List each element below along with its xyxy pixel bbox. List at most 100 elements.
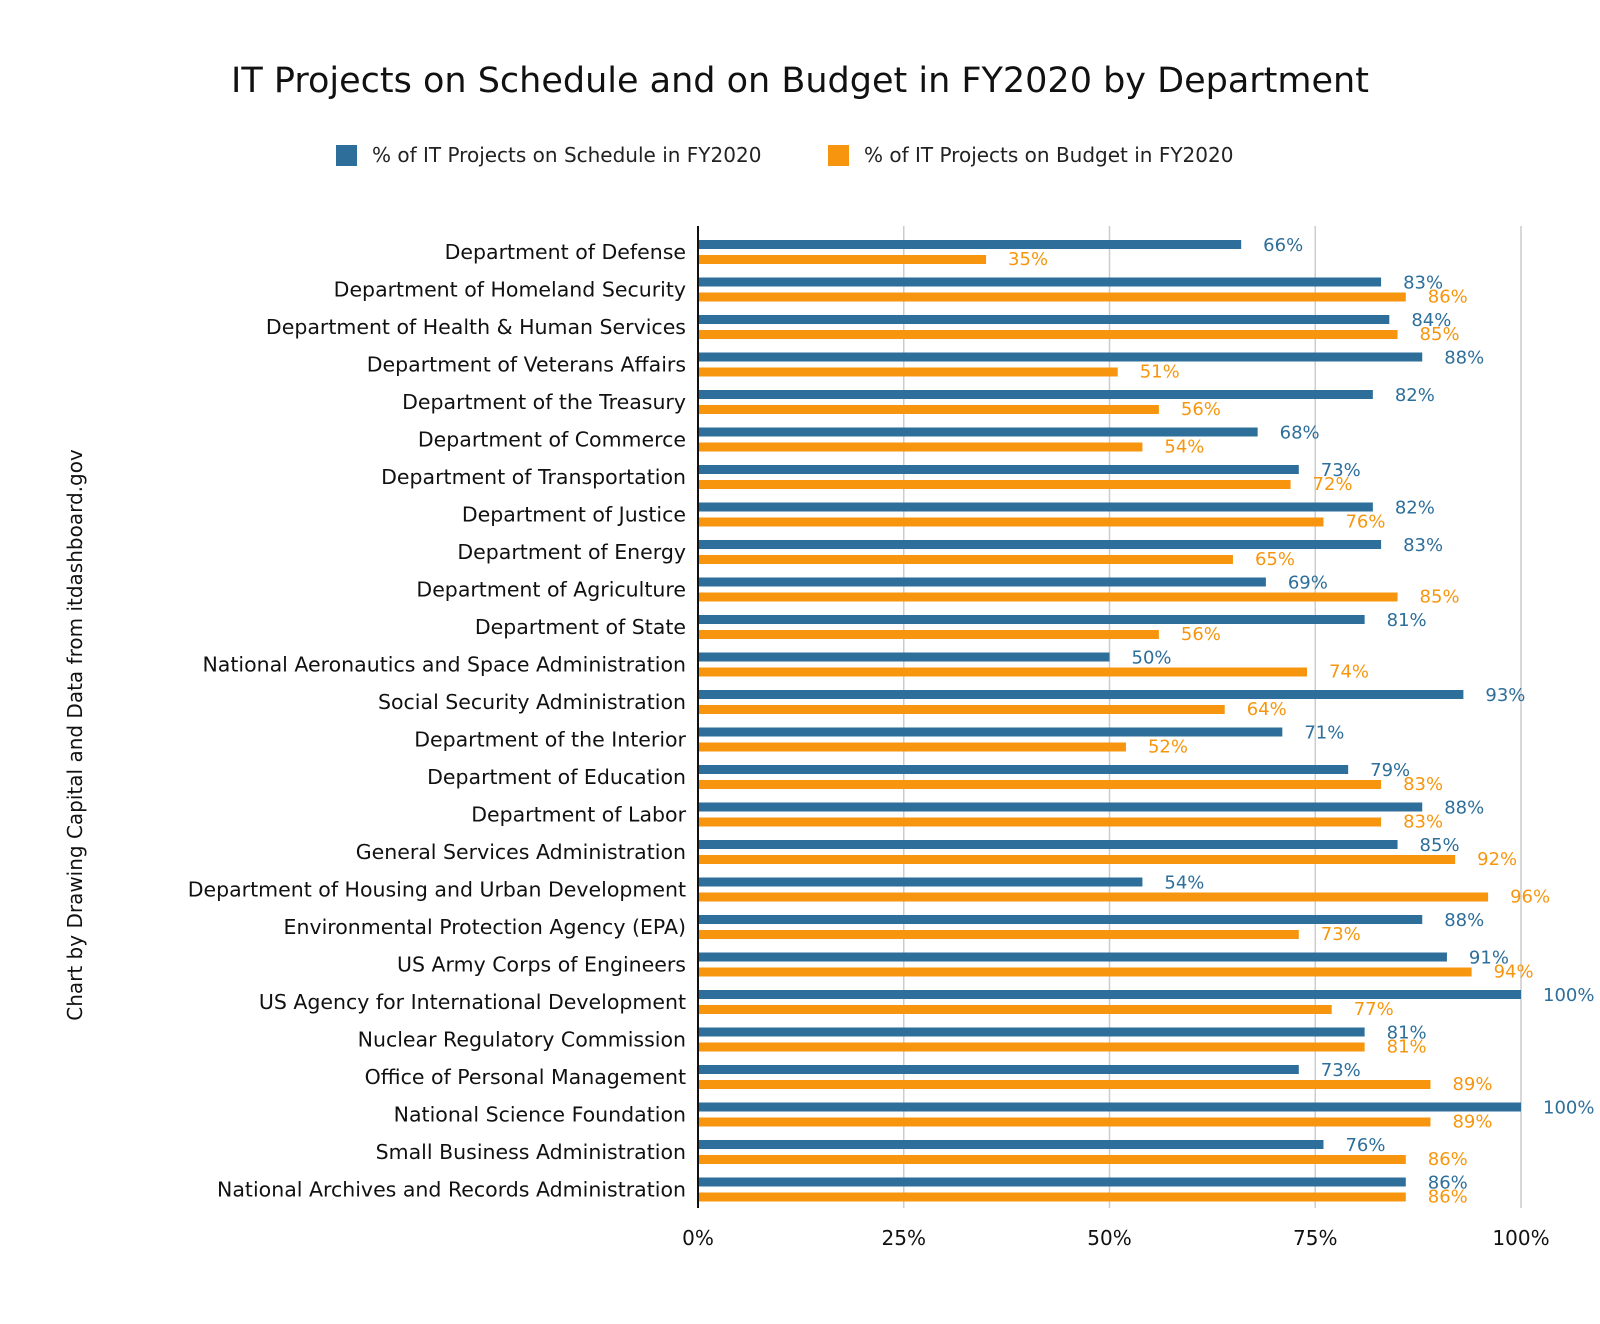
budget-bar — [698, 555, 1233, 564]
budget-bar — [698, 1117, 1431, 1127]
budget-value-label: 83% — [1403, 774, 1443, 795]
schedule-bar — [698, 465, 1299, 474]
category-label: Department of Veterans Affairs — [367, 353, 686, 377]
schedule-bar — [698, 652, 1110, 662]
budget-bar — [698, 517, 1324, 527]
schedule-value-label: 82% — [1395, 385, 1435, 406]
category-label: Department of Commerce — [418, 428, 686, 452]
schedule-bar — [698, 690, 1464, 699]
category-label: Department of Energy — [457, 540, 686, 564]
category-label: Social Security Administration — [378, 690, 686, 714]
schedule-value-label: 88% — [1444, 798, 1484, 819]
legend-swatch — [828, 145, 849, 166]
budget-value-label: 51% — [1140, 362, 1180, 383]
schedule-value-label: 82% — [1395, 498, 1435, 519]
budget-value-label: 86% — [1428, 287, 1468, 308]
schedule-bar — [698, 615, 1365, 624]
schedule-value-label: 100% — [1543, 1098, 1594, 1119]
schedule-value-label: 81% — [1387, 1023, 1427, 1044]
category-label: Environmental Protection Agency (EPA) — [284, 915, 686, 939]
schedule-bar — [698, 915, 1423, 924]
budget-value-label: 35% — [1008, 249, 1048, 270]
schedule-value-label: 100% — [1543, 985, 1594, 1006]
budget-bar — [698, 1192, 1406, 1202]
category-labels: Department of Defense Department of Homel… — [188, 240, 687, 1202]
category-label: Department of the Treasury — [402, 390, 686, 414]
budget-value-label: 85% — [1420, 324, 1460, 345]
budget-value-label: 85% — [1420, 587, 1460, 608]
budget-bar — [698, 630, 1159, 639]
budget-bar — [698, 367, 1118, 377]
schedule-value-label: 83% — [1403, 273, 1443, 294]
category-label: Department of Homeland Security — [334, 278, 686, 302]
budget-value-label: 96% — [1510, 887, 1550, 908]
budget-value-label: 73% — [1321, 924, 1361, 945]
category-label: General Services Administration — [356, 840, 686, 864]
budget-value-label: 76% — [1345, 512, 1385, 533]
schedule-bar — [698, 802, 1423, 812]
budget-value-label: 52% — [1148, 737, 1188, 758]
budget-bar — [698, 330, 1398, 339]
budget-value-label: 64% — [1247, 699, 1287, 720]
budget-value-label: 72% — [1313, 474, 1353, 495]
budget-value-label: 89% — [1452, 1074, 1492, 1095]
category-label: US Army Corps of Engineers — [397, 953, 686, 977]
schedule-bar — [698, 840, 1398, 849]
category-label: Department of Health & Human Services — [266, 315, 686, 339]
schedule-value-label: 66% — [1263, 235, 1303, 256]
schedule-value-label: 81% — [1387, 610, 1427, 631]
schedule-value-label: 73% — [1321, 460, 1361, 481]
budget-bar — [698, 855, 1456, 864]
schedule-bar — [698, 990, 1521, 999]
category-label: National Archives and Records Administra… — [217, 1178, 686, 1202]
budget-bar — [698, 292, 1406, 302]
budget-bar — [698, 780, 1382, 789]
budget-value-label: 86% — [1428, 1149, 1468, 1170]
schedule-bar — [698, 502, 1373, 512]
bars — [698, 240, 1521, 1202]
budget-bar — [698, 592, 1398, 602]
category-label: Department of State — [475, 615, 686, 639]
x-tick-label: 100% — [1492, 1226, 1549, 1250]
schedule-bar — [698, 1177, 1406, 1187]
schedule-value-label: 88% — [1444, 910, 1484, 931]
budget-value-label: 83% — [1403, 812, 1443, 833]
category-label: Small Business Administration — [376, 1140, 686, 1164]
category-label: National Aeronautics and Space Administr… — [202, 653, 686, 677]
x-tick-label: 50% — [1087, 1226, 1131, 1250]
schedule-bar — [698, 427, 1258, 437]
schedule-bar — [698, 952, 1447, 962]
budget-bar — [698, 1080, 1431, 1089]
schedule-bar — [698, 540, 1382, 549]
budget-value-label: 77% — [1354, 999, 1394, 1020]
category-label: Department of the Interior — [414, 728, 686, 752]
schedule-value-label: 85% — [1420, 835, 1460, 856]
category-label: Department of Housing and Urban Developm… — [188, 878, 686, 902]
category-label: Department of Justice — [462, 503, 686, 527]
schedule-bar — [698, 277, 1382, 287]
budget-value-label: 86% — [1428, 1187, 1468, 1208]
schedule-bar — [698, 877, 1143, 887]
legend-swatch — [336, 145, 357, 166]
budget-bar — [698, 892, 1489, 902]
budget-bar — [698, 1155, 1406, 1164]
budget-bar — [698, 480, 1291, 489]
category-label: Department of Defense — [445, 240, 686, 264]
value-labels: 66%35%83%86%84%85%88%51%82%56%68%54%73%7… — [1008, 235, 1594, 1208]
budget-bar — [698, 405, 1159, 414]
schedule-bar — [698, 352, 1423, 362]
budget-bar — [698, 1005, 1332, 1014]
budget-bar — [698, 817, 1382, 827]
category-label: Department of Transportation — [381, 465, 686, 489]
x-axis-ticks: 0% 25% 50% 75% 100% — [682, 1226, 1549, 1250]
budget-bar — [698, 1042, 1365, 1052]
budget-bar — [698, 705, 1225, 714]
schedule-value-label: 73% — [1321, 1060, 1361, 1081]
schedule-value-label: 69% — [1288, 573, 1328, 594]
legend-label: % of IT Projects on Budget in FY2020 — [864, 143, 1233, 167]
budget-value-label: 56% — [1181, 624, 1221, 645]
x-tick-label: 25% — [882, 1226, 926, 1250]
schedule-value-label: 83% — [1403, 535, 1443, 556]
budget-bar — [698, 967, 1472, 977]
